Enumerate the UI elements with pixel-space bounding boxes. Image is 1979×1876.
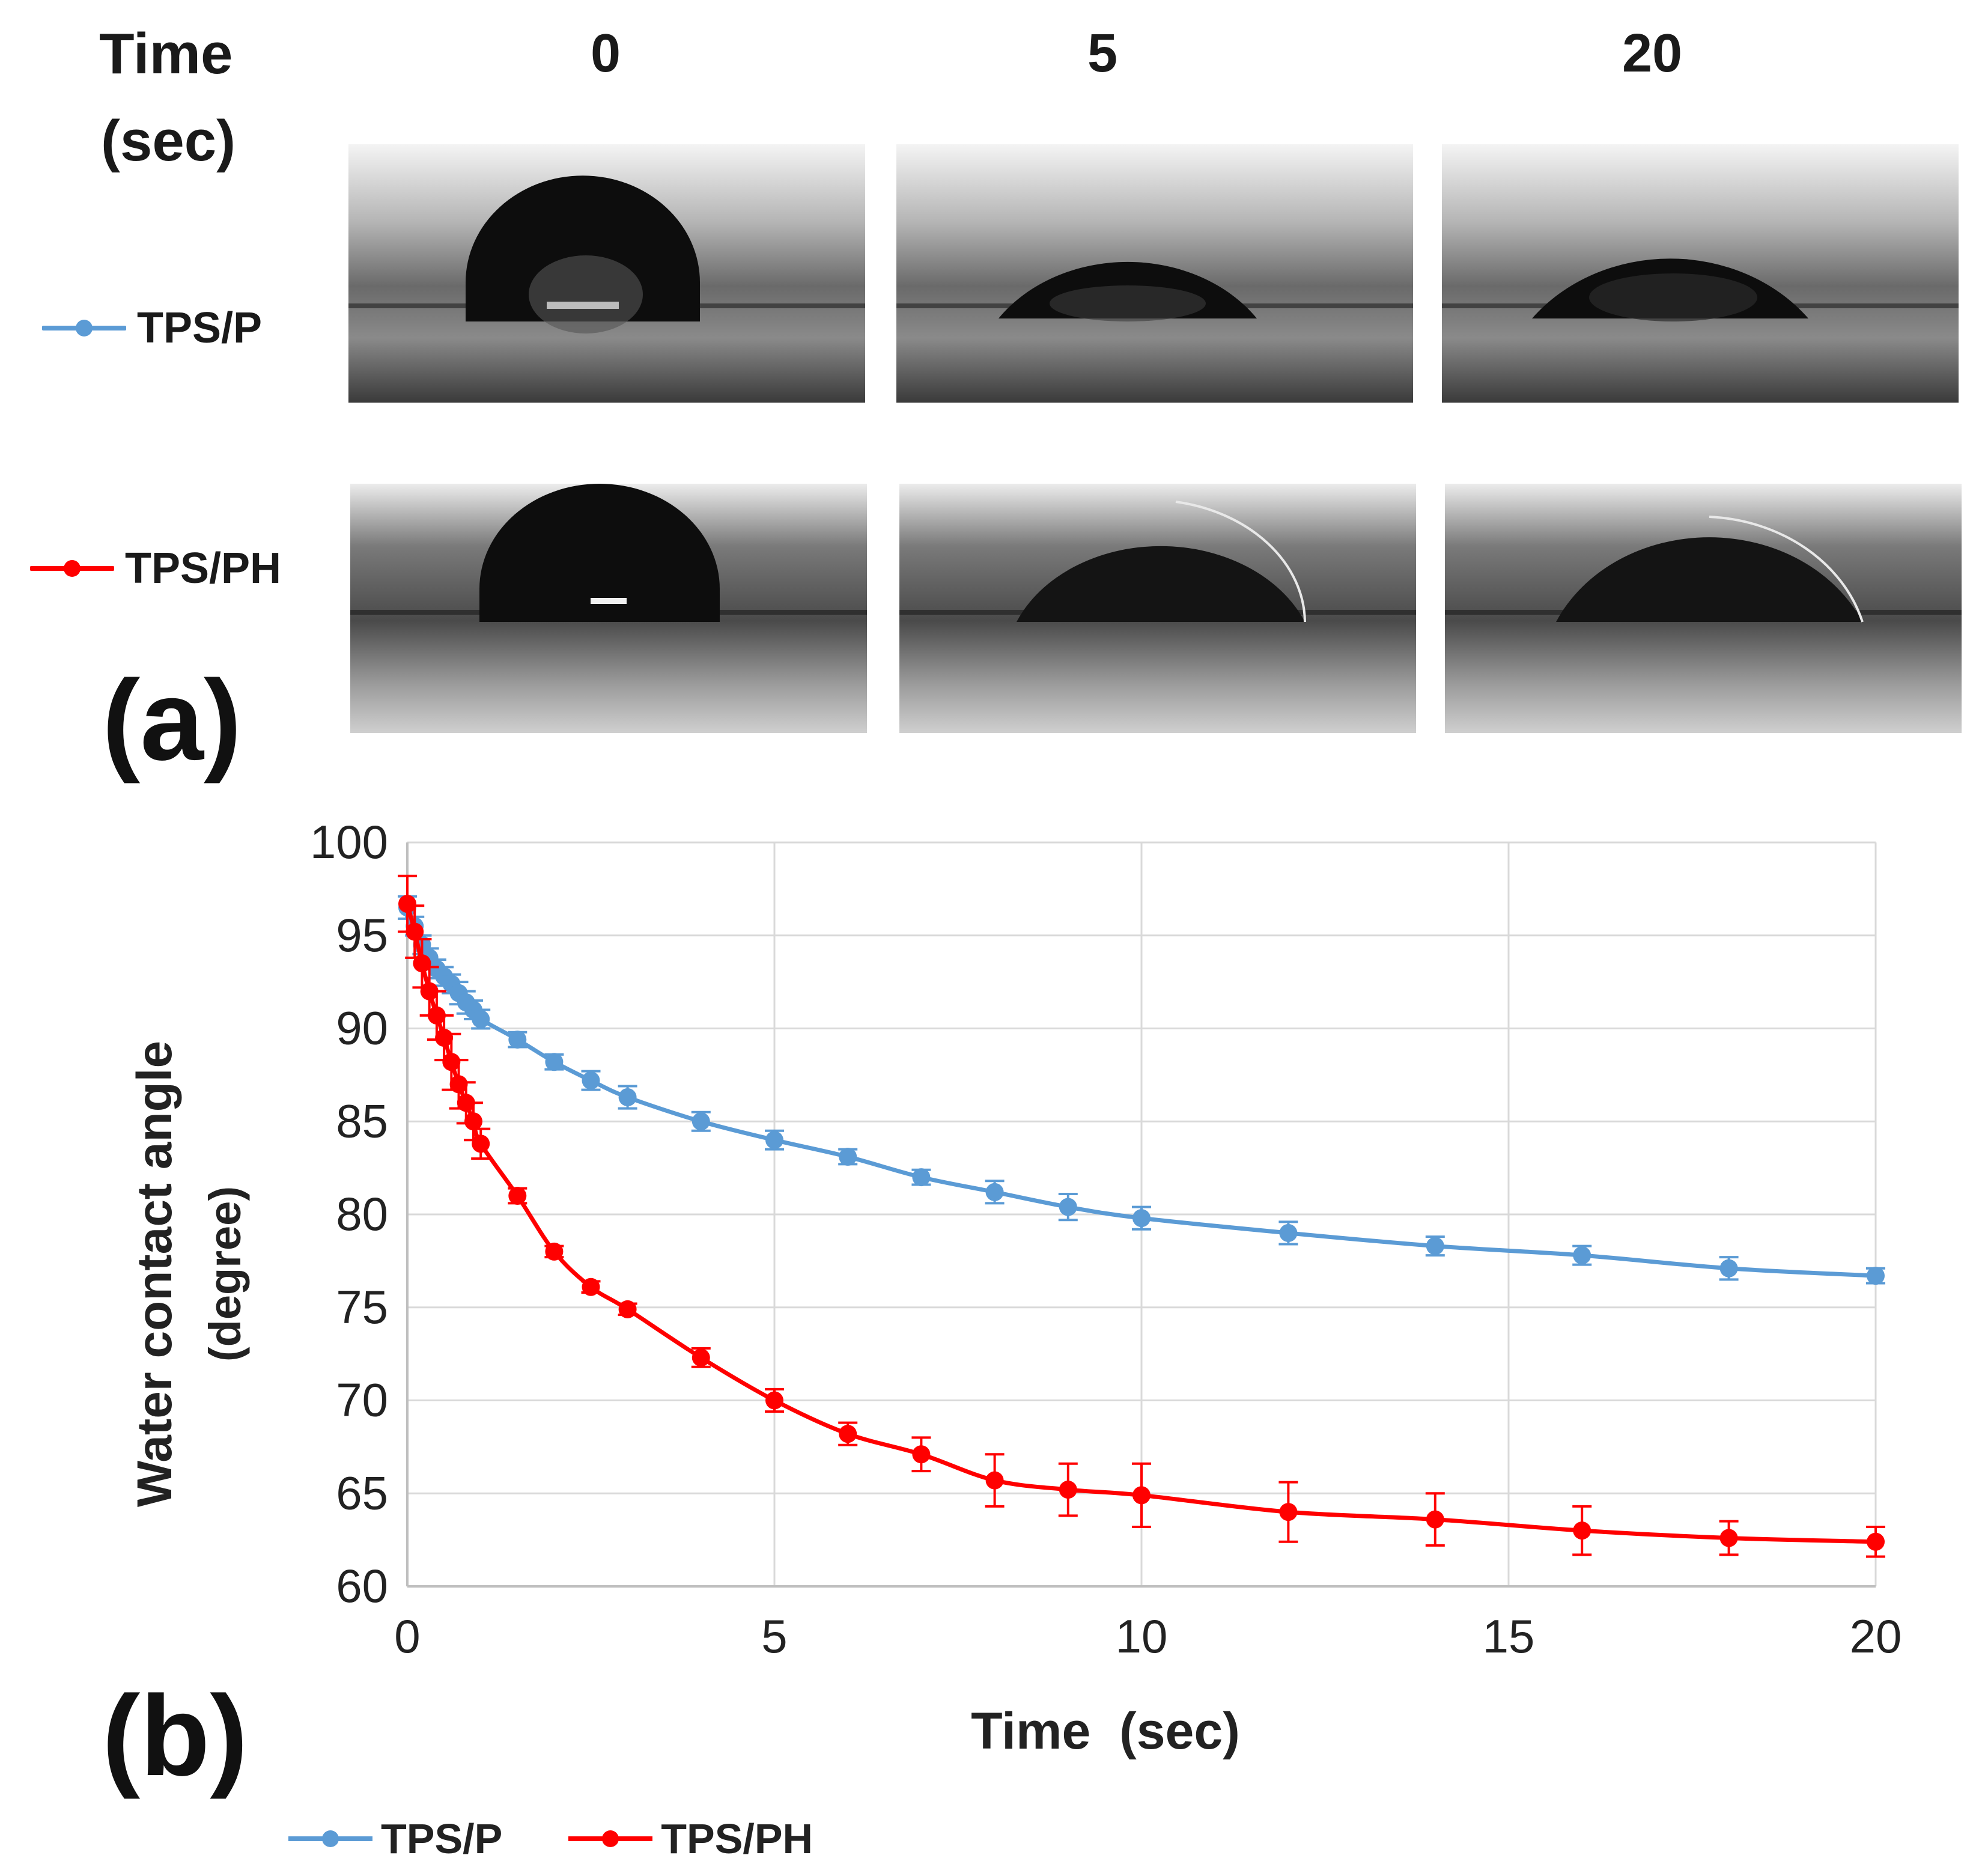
x-tick-20: 20 — [1850, 1610, 1902, 1663]
row-legend-marker-tps-p — [76, 320, 93, 337]
x-tick-labels: 0 5 10 15 20 — [394, 1610, 1901, 1663]
data-point-tps-p-19 — [985, 1183, 1004, 1201]
x-tick-0: 0 — [394, 1610, 420, 1663]
time-unit-label: (sec) — [101, 109, 236, 173]
data-point-tps-ph-7 — [449, 1075, 468, 1094]
data-point-tps-ph-20 — [1059, 1481, 1077, 1499]
y-tick-100: 100 — [310, 815, 388, 868]
data-point-tps-ph-21 — [1132, 1486, 1151, 1505]
row-legend-line-tps-p — [42, 320, 126, 337]
data-point-tps-ph-24 — [1573, 1521, 1591, 1540]
data-point-tps-p-11 — [508, 1031, 527, 1049]
data-point-tps-p-20 — [1059, 1198, 1077, 1216]
data-point-tps-ph-22 — [1279, 1503, 1298, 1521]
droplet-photo-tps-p-20s — [1442, 144, 1959, 403]
y-tick-95: 95 — [336, 909, 388, 961]
data-point-tps-p-23 — [1426, 1237, 1444, 1255]
data-point-tps-ph-18 — [912, 1445, 931, 1464]
data-point-tps-ph-26 — [1867, 1532, 1885, 1551]
data-point-tps-ph-25 — [1719, 1529, 1738, 1547]
y-axis-unit-label: (degree) — [200, 1186, 250, 1362]
legend-item-tps-p: TPS/P — [288, 1815, 502, 1863]
data-point-tps-ph-1 — [406, 922, 424, 941]
legend-line-tps-ph — [568, 1830, 653, 1847]
row-legend-marker-tps-ph — [64, 560, 81, 577]
data-point-tps-ph-17 — [839, 1425, 857, 1443]
chart-axes — [406, 842, 1876, 1588]
droplet-photo-tps-p-0s — [348, 144, 865, 403]
data-point-tps-ph-19 — [985, 1471, 1004, 1490]
data-point-tps-p-24 — [1573, 1246, 1591, 1265]
data-point-tps-p-14 — [618, 1088, 637, 1107]
x-tick-5: 5 — [761, 1610, 787, 1663]
data-point-tps-ph-23 — [1426, 1510, 1444, 1529]
y-tick-labels: 60 65 70 75 80 85 90 95 100 — [310, 815, 388, 1612]
legend-item-tps-ph: TPS/PH — [568, 1815, 813, 1863]
series-tps-ph — [398, 874, 1885, 1558]
row-legend-tps-ph: TPS/PH — [30, 544, 281, 593]
x-tick-10: 10 — [1116, 1610, 1168, 1663]
data-point-tps-ph-15 — [692, 1348, 710, 1367]
row-legend-line-tps-ph — [30, 560, 114, 577]
data-point-tps-ph-12 — [545, 1242, 564, 1261]
data-point-tps-ph-13 — [582, 1278, 600, 1296]
row-legend-label-tps-ph: TPS/PH — [125, 544, 282, 592]
data-point-tps-p-25 — [1719, 1259, 1738, 1278]
data-point-tps-ph-11 — [508, 1187, 527, 1205]
y-tick-85: 85 — [336, 1094, 388, 1147]
series-tps-p — [398, 895, 1885, 1285]
data-point-tps-p-16 — [765, 1131, 783, 1150]
droplet-photo-tps-p-5s — [896, 144, 1413, 403]
data-point-tps-p-15 — [692, 1112, 710, 1131]
panel-b-letter: (b) — [102, 1672, 248, 1800]
y-tick-60: 60 — [336, 1559, 388, 1612]
chart-series — [398, 874, 1885, 1558]
y-tick-70: 70 — [336, 1374, 388, 1427]
data-point-tps-p-26 — [1867, 1267, 1885, 1285]
data-point-tps-ph-14 — [618, 1300, 637, 1318]
data-point-tps-p-12 — [545, 1053, 564, 1071]
data-point-tps-p-21 — [1132, 1209, 1151, 1228]
data-point-tps-p-17 — [839, 1148, 857, 1166]
data-point-tps-ph-10 — [472, 1134, 490, 1153]
row-legend-label-tps-p: TPS/P — [137, 304, 263, 352]
panel-a-letter: (a) — [102, 657, 242, 784]
data-point-tps-p-18 — [912, 1168, 931, 1187]
data-point-tps-p-13 — [582, 1071, 600, 1090]
legend-line-tps-p — [288, 1830, 372, 1847]
time-header-0: 0 — [590, 23, 621, 84]
y-tick-75: 75 — [336, 1281, 388, 1333]
y-tick-65: 65 — [336, 1466, 388, 1519]
data-point-tps-p-22 — [1279, 1223, 1298, 1242]
data-point-tps-ph-9 — [464, 1112, 482, 1131]
time-header-20: 20 — [1622, 23, 1683, 84]
time-header-5: 5 — [1087, 23, 1118, 84]
droplet-photo-tps-ph-20s — [1445, 484, 1962, 733]
x-axis-label: Time (sec) — [971, 1702, 1240, 1760]
time-label: Time — [99, 22, 233, 86]
y-tick-80: 80 — [336, 1187, 388, 1240]
data-point-tps-ph-16 — [765, 1391, 783, 1410]
data-point-tps-ph-6 — [442, 1053, 461, 1071]
legend-marker-tps-p — [322, 1830, 339, 1847]
x-tick-15: 15 — [1483, 1610, 1535, 1663]
data-point-tps-p-10 — [472, 1010, 490, 1029]
contact-angle-chart: 60 65 70 75 80 85 90 95 100 0 5 10 15 20 Water conta… — [127, 815, 1901, 1760]
data-point-tps-ph-0 — [398, 895, 416, 913]
legend-label-tps-p: TPS/P — [381, 1815, 503, 1862]
droplet-photo-tps-ph-0s — [350, 484, 867, 733]
droplet-photo-tps-ph-5s — [899, 484, 1416, 733]
y-axis-label: Water contact angle — [127, 1041, 182, 1507]
legend-marker-tps-ph — [602, 1830, 619, 1847]
y-tick-90: 90 — [336, 1002, 388, 1055]
chart-legend: TPS/P TPS/PH — [288, 1815, 813, 1863]
row-legend-tps-p: TPS/P — [42, 303, 262, 353]
legend-label-tps-ph: TPS/PH — [661, 1815, 813, 1862]
